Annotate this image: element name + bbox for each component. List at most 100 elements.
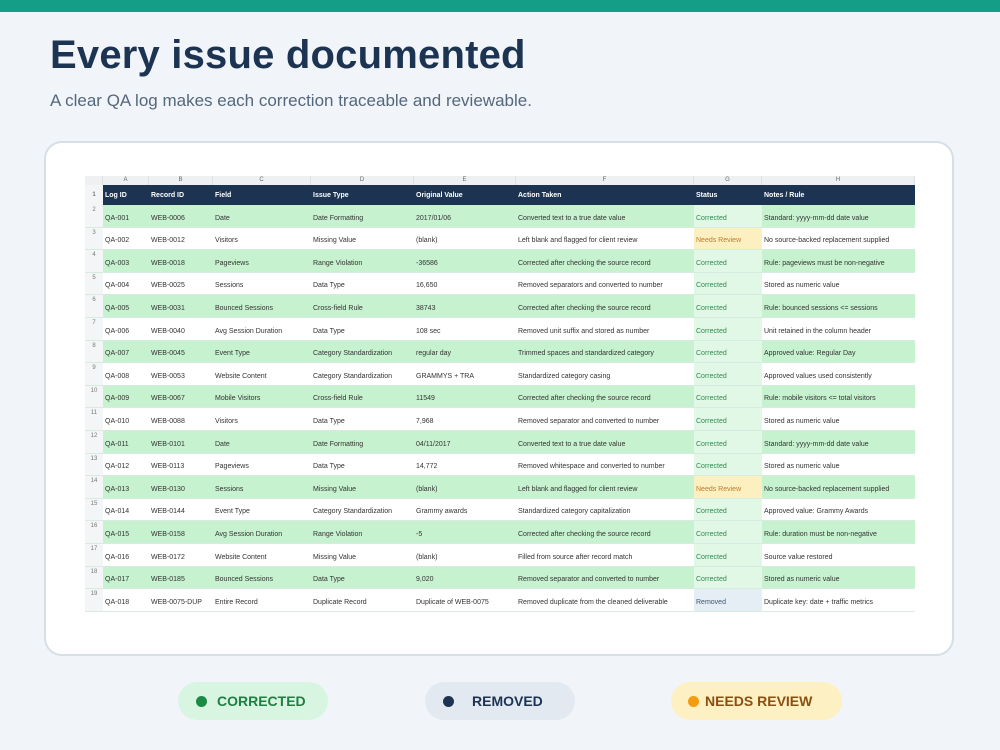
row-number[interactable]: 12 [85,430,103,453]
table-cell[interactable]: QA-012 [103,453,149,476]
table-cell[interactable]: Left blank and flagged for client review [516,227,694,250]
table-cell[interactable]: QA-015 [103,521,149,543]
row-number[interactable]: 17 [85,543,103,566]
table-cell[interactable]: Date [213,205,311,227]
table-cell[interactable]: Range Violation [311,250,414,272]
status-cell[interactable]: Removed [694,589,762,611]
table-cell[interactable]: Category Standardization [311,498,414,521]
column-header[interactable]: Record ID [149,185,213,205]
table-cell[interactable]: Website Content [213,363,311,385]
table-cell[interactable]: Category Standardization [311,363,414,385]
table-cell[interactable]: Stored as numeric value [762,272,915,295]
table-cell[interactable]: Removed duplicate from the cleaned deliv… [516,589,694,611]
table-cell[interactable]: QA-005 [103,295,149,317]
status-cell[interactable]: Corrected [694,453,762,476]
table-cell[interactable]: Rule: pageviews must be non-negative [762,250,915,272]
table-cell[interactable]: Event Type [213,340,311,363]
column-letter[interactable]: E [414,176,516,185]
table-cell[interactable]: Removed unit suffix and stored as number [516,317,694,340]
table-cell[interactable]: QA-017 [103,566,149,589]
row-number[interactable]: 6 [85,295,103,317]
table-cell[interactable]: WEB-0031 [149,295,213,317]
table-cell[interactable]: QA-013 [103,476,149,498]
table-cell[interactable]: Data Type [311,566,414,589]
table-cell[interactable]: Rule: duration must be non-negative [762,521,915,543]
table-cell[interactable]: Source value restored [762,543,915,566]
status-cell[interactable]: Corrected [694,430,762,453]
table-cell[interactable]: Data Type [311,408,414,430]
table-cell[interactable]: Data Type [311,453,414,476]
table-cell[interactable]: Sessions [213,476,311,498]
table-cell[interactable]: GRAMMYS + TRA [414,363,516,385]
row-number[interactable]: 14 [85,476,103,498]
table-cell[interactable]: Category Standardization [311,340,414,363]
status-cell[interactable]: Corrected [694,205,762,227]
table-cell[interactable]: WEB-0040 [149,317,213,340]
table-cell[interactable]: Pageviews [213,250,311,272]
table-cell[interactable]: Removed separator and converted to numbe… [516,566,694,589]
table-cell[interactable]: WEB-0185 [149,566,213,589]
column-letter[interactable]: C [213,176,311,185]
table-cell[interactable]: 38743 [414,295,516,317]
table-cell[interactable]: 14,772 [414,453,516,476]
column-header[interactable]: Log ID [103,185,149,205]
table-cell[interactable]: Standardized category casing [516,363,694,385]
column-letter[interactable]: G [694,176,762,185]
table-cell[interactable]: Unit retained in the column header [762,317,915,340]
row-number[interactable]: 7 [85,317,103,340]
status-cell[interactable]: Corrected [694,272,762,295]
status-cell[interactable]: Corrected [694,408,762,430]
row-number[interactable]: 8 [85,340,103,363]
row-number[interactable]: 5 [85,272,103,295]
table-cell[interactable]: Range Violation [311,521,414,543]
table-cell[interactable]: Mobile Visitors [213,385,311,408]
table-cell[interactable]: QA-009 [103,385,149,408]
row-number[interactable]: 16 [85,521,103,543]
table-cell[interactable]: QA-018 [103,589,149,611]
table-cell[interactable]: Duplicate of WEB-0075 [414,589,516,611]
column-header[interactable]: Action Taken [516,185,694,205]
table-cell[interactable]: Standard: yyyy-mm-dd date value [762,430,915,453]
column-letter[interactable]: D [311,176,414,185]
table-cell[interactable]: Entire Record [213,589,311,611]
table-cell[interactable]: WEB-0067 [149,385,213,408]
table-cell[interactable]: Stored as numeric value [762,408,915,430]
column-header[interactable]: Notes / Rule [762,185,915,205]
table-cell[interactable]: Data Type [311,317,414,340]
table-cell[interactable]: QA-002 [103,227,149,250]
table-cell[interactable]: Date Formatting [311,205,414,227]
table-cell[interactable]: QA-008 [103,363,149,385]
table-cell[interactable]: 7,968 [414,408,516,430]
table-cell[interactable]: -36586 [414,250,516,272]
row-number[interactable]: 13 [85,453,103,476]
table-cell[interactable]: Removed separators and converted to numb… [516,272,694,295]
column-letter[interactable]: B [149,176,213,185]
table-cell[interactable]: WEB-0053 [149,363,213,385]
status-cell[interactable]: Corrected [694,363,762,385]
table-cell[interactable]: WEB-0101 [149,430,213,453]
table-cell[interactable]: Avg Session Duration [213,317,311,340]
table-cell[interactable]: QA-006 [103,317,149,340]
table-cell[interactable]: Sessions [213,272,311,295]
table-cell[interactable]: Left blank and flagged for client review [516,476,694,498]
table-cell[interactable]: WEB-0018 [149,250,213,272]
column-header[interactable]: Status [694,185,762,205]
row-number[interactable]: 3 [85,227,103,250]
status-cell[interactable]: Needs Review [694,227,762,250]
table-cell[interactable]: Approved values used consistently [762,363,915,385]
table-cell[interactable]: (blank) [414,543,516,566]
column-header[interactable]: Original Value [414,185,516,205]
table-cell[interactable]: Date Formatting [311,430,414,453]
row-number[interactable]: 1 [85,185,103,205]
table-cell[interactable]: Event Type [213,498,311,521]
table-cell[interactable]: Pageviews [213,453,311,476]
status-cell[interactable]: Corrected [694,317,762,340]
status-cell[interactable]: Needs Review [694,476,762,498]
table-cell[interactable]: 11549 [414,385,516,408]
row-number[interactable]: 15 [85,498,103,521]
table-cell[interactable]: Filled from source after record match [516,543,694,566]
status-cell[interactable]: Corrected [694,498,762,521]
status-cell[interactable]: Corrected [694,566,762,589]
table-cell[interactable]: Duplicate Record [311,589,414,611]
table-cell[interactable]: Removed separator and converted to numbe… [516,408,694,430]
